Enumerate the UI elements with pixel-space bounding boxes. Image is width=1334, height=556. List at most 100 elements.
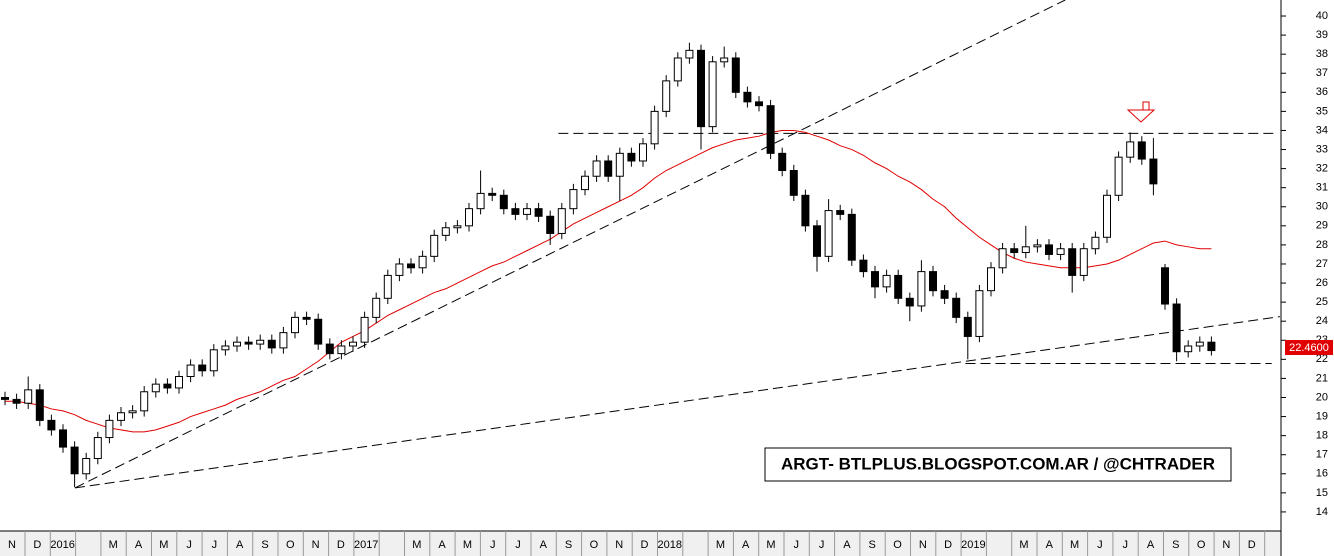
candle-body — [778, 152, 787, 172]
x-tick-label: S — [1172, 539, 1179, 551]
y-tick-label: 38 — [1316, 48, 1328, 60]
x-tick-label: J — [515, 539, 521, 551]
y-tick-label: 40 — [1316, 10, 1328, 22]
candle-body — [940, 290, 949, 299]
x-tick-label: N — [1222, 539, 1230, 551]
y-tick-label: 22 — [1316, 353, 1328, 365]
candle-body — [198, 364, 207, 372]
candle-body — [847, 213, 856, 261]
candle-body — [244, 341, 253, 345]
candle-body — [685, 49, 694, 59]
x-tick-label: D — [944, 539, 952, 551]
candle-body — [372, 297, 381, 318]
trendline — [74, 316, 1280, 489]
candle-body — [117, 412, 125, 421]
candle-body — [140, 391, 149, 412]
y-tick-label: 27 — [1316, 258, 1328, 270]
y-tick-label: 26 — [1316, 277, 1328, 289]
moving-average — [5, 129, 1212, 433]
arrow — [1126, 101, 1156, 123]
x-axis-band — [0, 531, 1281, 556]
candle-body — [430, 234, 439, 257]
x-tick-label: M — [159, 539, 168, 551]
y-tick-label: 29 — [1316, 220, 1328, 232]
candle-body — [697, 49, 705, 128]
y-tick-label: 28 — [1316, 239, 1328, 251]
candle-body — [1021, 246, 1030, 254]
y-tick-label: 21 — [1316, 372, 1328, 384]
candle-body — [998, 248, 1007, 269]
x-tick-label: N — [8, 539, 16, 551]
candle-body — [360, 316, 369, 343]
candle-body — [627, 152, 636, 162]
x-tick-label: 2017 — [354, 539, 378, 551]
candle-body — [615, 152, 624, 177]
candle-body — [12, 398, 21, 404]
candle-body — [766, 105, 775, 154]
candle-body — [905, 297, 914, 307]
candle-body — [801, 194, 810, 227]
candle-body — [47, 419, 56, 431]
candle-body — [499, 194, 508, 210]
candle-body — [824, 210, 833, 257]
y-tick-label: 20 — [1316, 391, 1328, 403]
candle-body — [221, 345, 230, 351]
candle-body — [708, 61, 717, 128]
candle-body — [105, 419, 114, 439]
x-tick-label: O — [286, 539, 295, 551]
candle-body — [291, 316, 299, 334]
y-tick-label: 14 — [1316, 506, 1328, 518]
candle-body — [163, 383, 172, 389]
candle-body — [581, 175, 589, 191]
trendline — [74, 0, 1066, 489]
x-tick-label: D — [1248, 539, 1256, 551]
y-tick-label: 33 — [1316, 143, 1328, 155]
x-tick-label: M — [463, 539, 472, 551]
candle-body — [639, 143, 647, 162]
candle-body — [325, 343, 334, 355]
watermark: ARGT- BTLPLUS.BLOGSPOT.COM.AR / @CHTRADE… — [781, 454, 1215, 473]
candle-body — [1184, 345, 1193, 353]
candle-body — [859, 259, 868, 273]
x-tick-label: S — [869, 539, 876, 551]
x-tick-label: N — [312, 539, 320, 551]
candle-body — [592, 160, 601, 177]
x-tick-label: N — [919, 539, 927, 551]
candle-body — [151, 383, 160, 393]
y-tick-label: 36 — [1316, 86, 1328, 98]
candle-body — [987, 267, 995, 292]
candle-body — [546, 215, 555, 234]
x-tick-label: O — [1197, 539, 1206, 551]
candle-body — [93, 437, 102, 460]
y-tick-label: 30 — [1316, 201, 1328, 213]
candle-body — [720, 57, 729, 63]
candle-body — [407, 263, 415, 269]
candle-body — [731, 57, 740, 93]
candle-body — [882, 274, 891, 288]
candle-body — [70, 446, 79, 475]
candle-body — [755, 101, 763, 107]
candle-body — [1207, 341, 1216, 352]
candle-body — [82, 458, 91, 475]
candle-body — [569, 189, 578, 210]
candle-body — [1033, 244, 1042, 248]
candle-body — [128, 410, 137, 414]
x-tick-label: M — [109, 539, 118, 551]
candle-body — [488, 192, 497, 196]
candle-body — [476, 192, 485, 210]
x-tick-label: O — [893, 539, 902, 551]
x-tick-label: M — [1070, 539, 1079, 551]
x-tick-label: M — [412, 539, 421, 551]
candle-body — [871, 271, 879, 288]
x-tick-label: A — [236, 539, 244, 551]
x-tick-label: D — [337, 539, 345, 551]
candle-body — [1068, 248, 1077, 276]
candle-body — [511, 208, 520, 215]
candle-body — [24, 389, 33, 404]
x-tick-label: A — [135, 539, 143, 551]
candle-body — [175, 376, 183, 389]
candle-body — [1091, 236, 1100, 250]
x-tick-label: A — [1147, 539, 1155, 551]
x-tick-label: A — [742, 539, 750, 551]
